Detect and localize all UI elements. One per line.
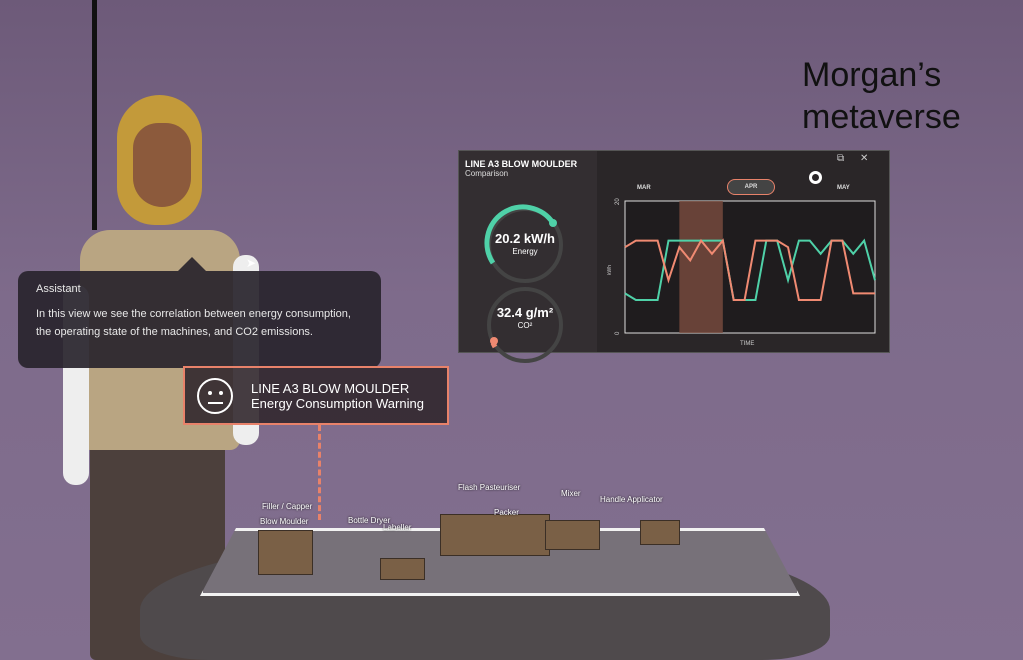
- y-tick-min: 0: [615, 331, 621, 335]
- timeline-handle[interactable]: [809, 171, 822, 184]
- mouse-cursor-icon: ➤: [246, 256, 257, 270]
- page-title: Morgan’s metaverse: [802, 56, 961, 136]
- close-icon[interactable]: ✕: [860, 153, 869, 164]
- energy-warning-card[interactable]: LINE A3 BLOW MOULDER Energy Consumption …: [183, 366, 449, 425]
- neutral-face-icon: [197, 377, 233, 414]
- panel-title: LINE A3 BLOW MOULDER: [465, 159, 578, 169]
- energy-value: 20.2 kW/h: [495, 231, 555, 246]
- pole: [92, 0, 97, 230]
- co2-label: CO²: [517, 321, 533, 330]
- assistant-speech-bubble: Assistant In this view we see the correl…: [18, 257, 381, 368]
- label-mixer[interactable]: Mixer: [561, 489, 581, 498]
- label-packer[interactable]: Packer: [494, 508, 519, 517]
- panel-subtitle: Comparison: [465, 169, 509, 178]
- y-axis-label: kWh: [607, 265, 613, 275]
- warning-title: LINE A3 BLOW MOULDER: [251, 380, 410, 396]
- co2-gauge: 32.4 g/m² CO²: [483, 283, 567, 367]
- energy-label: Energy: [512, 247, 538, 256]
- label-blow-moulder[interactable]: Blow Moulder: [260, 517, 309, 526]
- factory-3d-model[interactable]: Filler / Capper Blow Moulder Bottle Drye…: [140, 483, 830, 660]
- label-flash-pasteuriser[interactable]: Flash Pasteuriser: [458, 483, 521, 492]
- warning-subtitle: Energy Consumption Warning: [251, 395, 424, 411]
- label-filler-capper[interactable]: Filler / Capper: [262, 502, 313, 511]
- label-labeller[interactable]: Labeller: [383, 523, 412, 532]
- tab-may[interactable]: MAY: [837, 185, 850, 191]
- energy-gauge: 20.2 kW/h Energy: [483, 203, 567, 287]
- label-bottle-dryer[interactable]: Bottle Dryer: [348, 516, 391, 525]
- assistant-name: Assistant: [36, 283, 81, 295]
- series-line-1: [624, 238, 875, 301]
- x-axis-label: TIME: [740, 341, 754, 347]
- tab-mar[interactable]: MAR: [637, 185, 651, 191]
- y-tick-max: 20: [615, 198, 621, 205]
- co2-value: 32.4 g/m²: [496, 305, 554, 320]
- tab-apr[interactable]: APR: [727, 179, 775, 195]
- label-handle-applicator[interactable]: Handle Applicator: [600, 495, 663, 504]
- assistant-message: In this view we see the correlation betw…: [36, 308, 351, 338]
- energy-chart: kWh 20 0 TIME: [607, 198, 876, 347]
- restore-icon[interactable]: ⧉: [837, 153, 845, 164]
- comparison-panel: LINE A3 BLOW MOULDER Comparison 20.2 kW/…: [458, 150, 890, 363]
- warning-connector: [318, 425, 321, 520]
- highlight-band: [679, 201, 723, 333]
